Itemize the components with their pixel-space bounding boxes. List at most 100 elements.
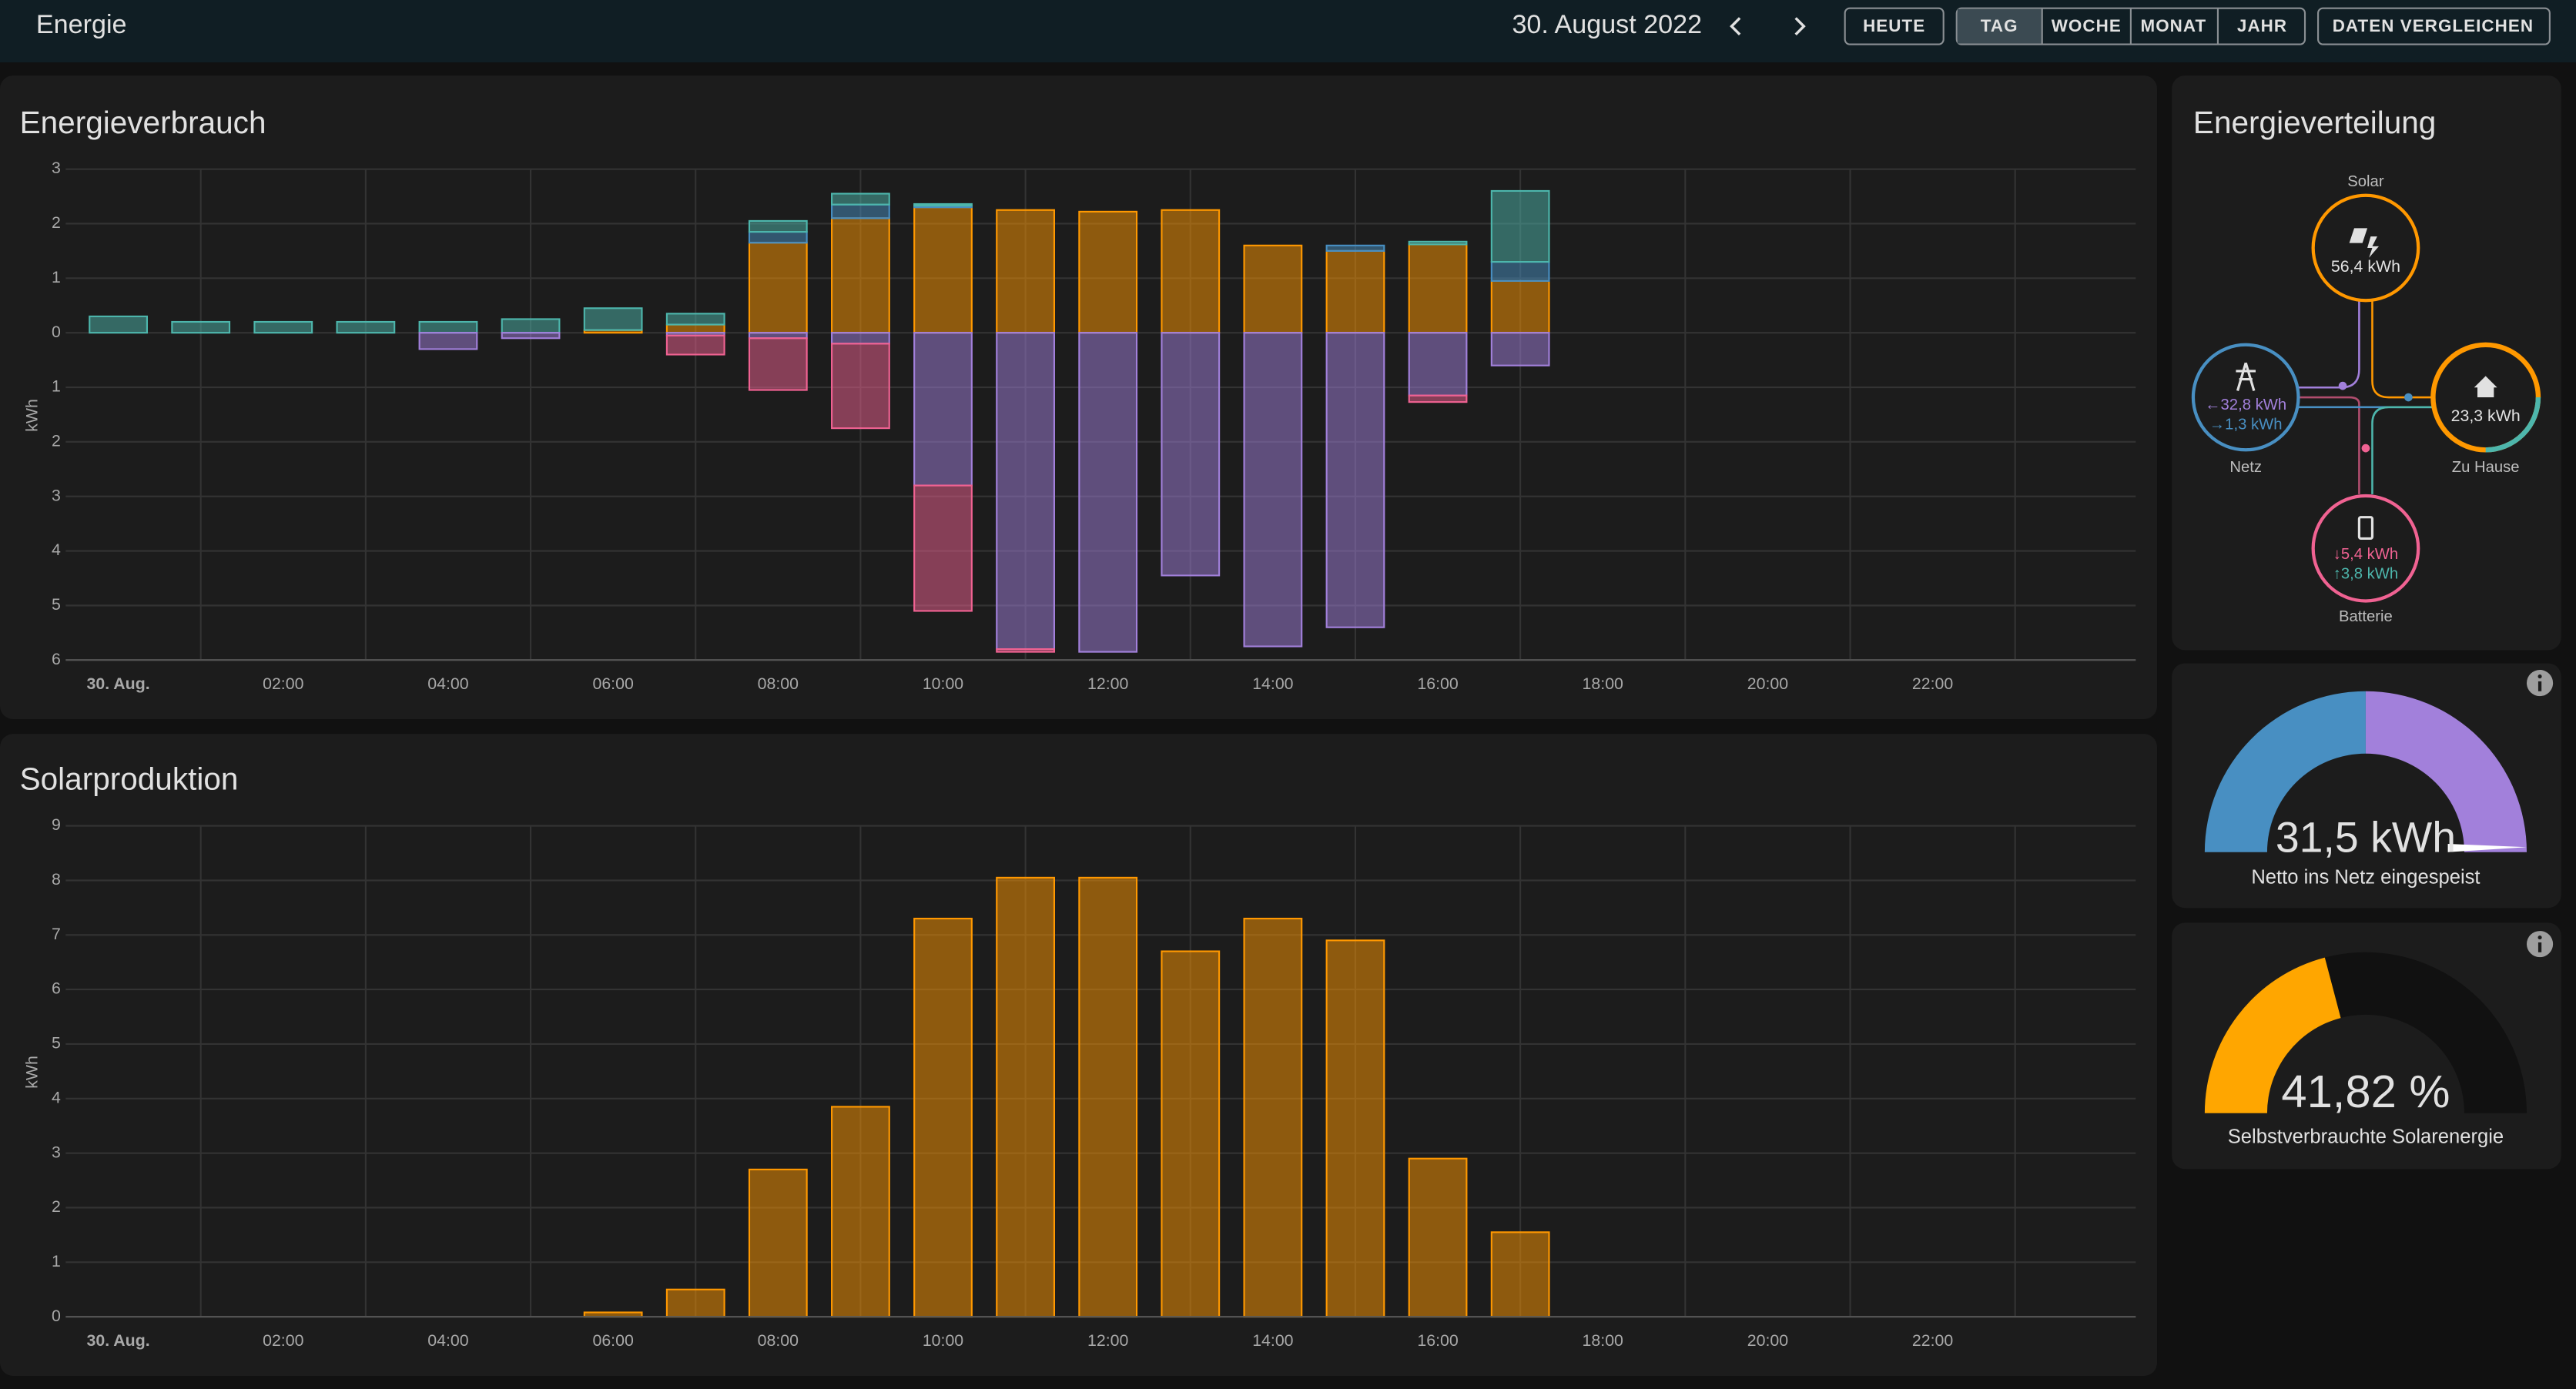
y-axis-title: kWh	[22, 1056, 41, 1089]
button-label[interactable]: JAHR	[2237, 16, 2287, 35]
battery-node	[2311, 494, 2420, 603]
x-tick-label: 16:00	[1417, 674, 1458, 693]
bar	[1243, 332, 1303, 648]
bar	[1161, 332, 1221, 577]
x-tick-label: 18:00	[1583, 674, 1623, 693]
x-tick-label: 12:00	[1087, 674, 1128, 693]
bar	[748, 231, 808, 244]
x-tick-label: 22:00	[1912, 1331, 1953, 1350]
x-tick-label: 12:00	[1087, 1331, 1128, 1350]
bar	[501, 332, 561, 340]
y-tick-label: 3	[52, 1143, 61, 1161]
node-label: Netz	[2229, 459, 2262, 476]
next-button[interactable]	[1794, 17, 1806, 35]
card	[2172, 75, 2561, 651]
bar	[336, 320, 396, 334]
y-tick-label: 1	[52, 377, 61, 396]
node-label: Zu Hause	[2452, 459, 2520, 476]
x-tick-label: 14:00	[1252, 674, 1293, 693]
toolbar	[0, 0, 2576, 63]
y-tick-label: 6	[52, 650, 61, 668]
info-icon-dot	[2537, 674, 2542, 679]
bar	[831, 332, 890, 345]
bar	[665, 334, 725, 356]
button[interactable]	[1844, 7, 1945, 45]
bar	[501, 318, 561, 334]
flow-dot	[2404, 393, 2413, 402]
x-tick-label: 18:00	[1583, 1331, 1623, 1350]
x-tick-label: 02:00	[263, 674, 303, 693]
date: 30. August 2022	[1512, 10, 1702, 39]
gauge-segment	[2204, 691, 2366, 852]
flow-dot	[2338, 381, 2347, 390]
info-icon-stem	[2537, 942, 2542, 952]
info-icon-stem	[2537, 681, 2542, 691]
bar	[831, 192, 890, 206]
flow-line	[2371, 406, 2434, 494]
node-value: →1,3 kWh	[2209, 417, 2283, 433]
node-value: ↑3,8 kWh	[2333, 566, 2398, 583]
gauge-value: 31,5 kWh	[2276, 813, 2456, 861]
x-tick-label: 06:00	[592, 674, 633, 693]
y-tick-label: 9	[52, 815, 61, 834]
info-icon[interactable]	[2527, 931, 2554, 958]
bar	[1161, 950, 1221, 1318]
bar	[1408, 243, 1468, 334]
x-tick-label: 08:00	[758, 1331, 799, 1350]
battery-icon	[2357, 516, 2374, 541]
bar	[996, 876, 1055, 1318]
y-tick-label: 4	[52, 1088, 61, 1106]
bar	[831, 343, 890, 430]
button-label[interactable]: HEUTE	[1863, 16, 1925, 35]
bar	[1408, 394, 1468, 403]
bar	[913, 202, 973, 207]
gauge-value: 41,82 %	[2281, 1066, 2450, 1117]
button-label[interactable]: DATEN VERGLEICHEN	[2333, 16, 2534, 35]
bar	[418, 332, 478, 350]
bar	[1325, 939, 1385, 1318]
info-icon[interactable]	[2527, 670, 2554, 697]
bar	[89, 315, 148, 334]
grid-node	[2191, 343, 2300, 452]
button[interactable]	[2317, 7, 2551, 45]
bar	[1325, 332, 1385, 628]
bar	[171, 320, 231, 334]
gauge-label: Netto ins Netz eingespeist	[2251, 867, 2480, 889]
node-value: ←32,8 kWh	[2205, 397, 2286, 413]
x-tick-label: 02:00	[263, 1331, 303, 1350]
y-tick-label: 2	[52, 1197, 61, 1216]
button-label[interactable]: TAG	[1981, 16, 2018, 35]
x-tick-label: 10:00	[923, 1331, 963, 1350]
bar	[418, 320, 478, 334]
bar	[831, 217, 890, 334]
x-tick-label: 30. Aug.	[87, 674, 150, 693]
bar	[996, 209, 1055, 334]
card	[2172, 922, 2561, 1170]
card-title: Energieverteilung	[2193, 105, 2436, 140]
x-tick-label: 20:00	[1747, 1331, 1788, 1350]
bar	[665, 1288, 725, 1318]
button-label[interactable]: WOCHE	[2052, 16, 2122, 35]
bar	[583, 307, 643, 331]
y-tick-label: 5	[52, 1034, 61, 1053]
y-tick-label: 2	[52, 431, 61, 450]
button-active[interactable]	[1957, 8, 2043, 44]
solar-icon	[2349, 228, 2380, 258]
info-icon-dot	[2537, 935, 2542, 940]
bar	[913, 206, 973, 334]
bar	[1490, 332, 1550, 366]
bar	[1243, 917, 1303, 1318]
button-label[interactable]: MONAT	[2140, 16, 2206, 35]
y-tick-label: 0	[52, 1307, 61, 1325]
y-tick-label: 7	[52, 925, 61, 943]
bar	[1490, 261, 1550, 282]
y-tick-label: 1	[52, 268, 61, 286]
bar	[1078, 332, 1138, 653]
bar	[1161, 209, 1221, 334]
gauge-label: Selbstverbrauchte Solarenergie	[2228, 1126, 2504, 1148]
x-tick-label: 04:00	[427, 1331, 468, 1350]
prev-button[interactable]	[1730, 17, 1741, 35]
y-axis-title: kWh	[22, 399, 41, 432]
